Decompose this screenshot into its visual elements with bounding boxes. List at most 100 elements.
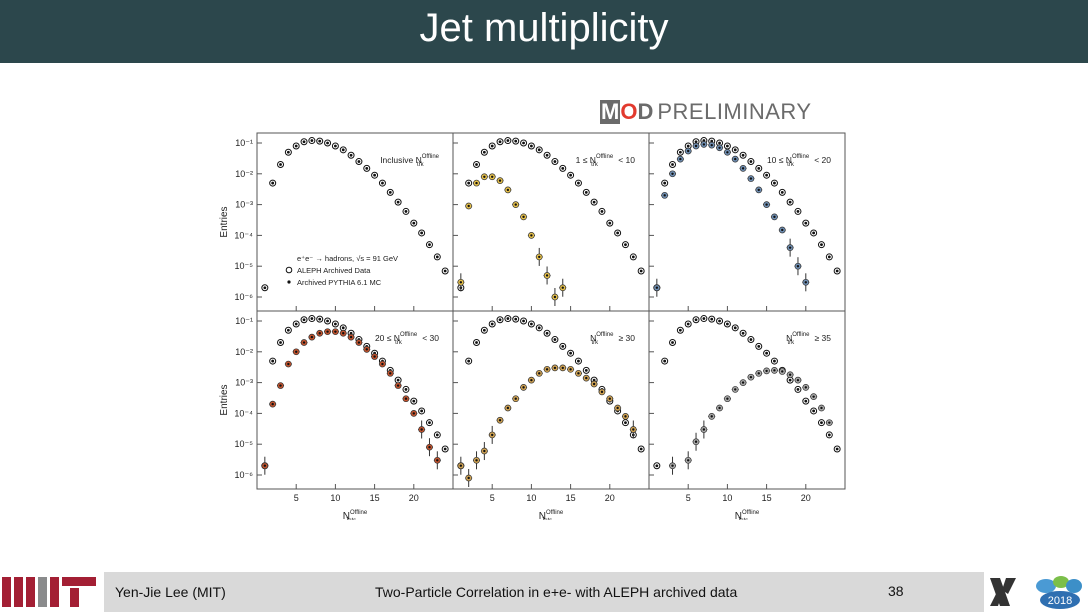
subset-mc-point xyxy=(295,350,298,353)
panel-label-main: 10 ≤ N xyxy=(767,155,792,165)
mc-point xyxy=(537,326,541,330)
subset-mc-point xyxy=(671,172,674,175)
y-axis-label: Entries xyxy=(219,384,230,415)
subset-mc-point xyxy=(561,286,564,289)
subset-mc-point xyxy=(302,341,306,344)
panel-label-sup: Offline xyxy=(792,154,810,160)
subset-mc-point xyxy=(459,464,463,467)
legend-title: e⁺e⁻ → hadrons, √s = 91 GeV xyxy=(297,254,398,263)
subset-mc-point xyxy=(781,370,784,373)
x-tick-label: 5 xyxy=(686,493,691,503)
x-tick-label: 20 xyxy=(409,493,419,503)
subset-mc-point xyxy=(491,175,494,178)
subset-mc-point xyxy=(585,376,588,380)
mod-logo-d: D xyxy=(637,99,654,124)
subset-mc-point xyxy=(600,390,604,394)
mc-point xyxy=(773,359,776,363)
panel-label-post: < 10 xyxy=(616,155,635,165)
mc-point xyxy=(820,243,823,247)
mc-point xyxy=(271,359,275,363)
mc-point xyxy=(420,231,424,235)
subset-mc-point xyxy=(616,406,619,410)
subset-mc-point xyxy=(459,281,463,284)
panel-label-sub: trk xyxy=(787,162,795,168)
mc-point xyxy=(294,144,298,148)
subset-mc-point xyxy=(491,433,494,437)
subset-mc-point xyxy=(498,419,502,422)
mc-point xyxy=(820,421,823,425)
subset-mc-point xyxy=(757,188,760,192)
subset-mc-point xyxy=(467,204,470,208)
mc-point xyxy=(796,388,800,391)
mc-point xyxy=(835,447,839,451)
subset-mc-point xyxy=(326,330,329,333)
mc-point xyxy=(349,153,353,157)
panel-label-post: ≥ 35 xyxy=(812,333,831,343)
mc-point xyxy=(263,286,267,290)
mc-point xyxy=(765,173,768,177)
panel-label: 20 ≤ NOffline trk < 30 xyxy=(375,332,439,346)
subset-mc-point xyxy=(773,215,776,219)
mc-point xyxy=(694,140,698,144)
mc-point xyxy=(443,269,447,273)
subset-mc-point xyxy=(710,143,713,147)
subset-mc-point xyxy=(592,382,596,386)
panel-label-post: ≥ 30 xyxy=(616,333,635,343)
mc-point xyxy=(608,221,612,225)
mc-point xyxy=(663,359,667,363)
subset-mc-point xyxy=(396,384,400,387)
panel-label-post: < 20 xyxy=(812,155,831,165)
subset-mc-point xyxy=(467,476,470,480)
x-axis-label-sub: Jets xyxy=(345,518,356,520)
subset-mc-point xyxy=(687,459,690,462)
mc-point xyxy=(710,317,714,321)
legend-data-label: ALEPH Archived Data xyxy=(297,266,371,275)
subset-mc-point xyxy=(522,215,525,219)
mc-point xyxy=(561,166,565,170)
mc-point xyxy=(334,144,337,148)
subset-mc-point xyxy=(530,378,533,382)
x-axis-label-main: N xyxy=(735,511,742,520)
mc-point xyxy=(569,173,572,177)
y-axis-label: Entries xyxy=(219,206,230,237)
mc-point xyxy=(553,160,557,163)
subset-mc-point xyxy=(287,362,290,366)
subset-mc-point xyxy=(373,355,376,358)
mc-point xyxy=(616,231,620,235)
mc-point xyxy=(318,317,322,321)
subset-mc-point xyxy=(334,330,337,333)
x-axis-label-main: N xyxy=(539,511,546,520)
y-tick-label: 10⁻³ xyxy=(235,200,253,210)
panel-label: 1 ≤ NOffline trk < 10 xyxy=(576,154,636,168)
x-tick-label: 10 xyxy=(722,493,732,503)
mc-point xyxy=(326,319,329,323)
mc-point xyxy=(655,464,659,468)
panel-frame-5 xyxy=(648,310,846,490)
x-tick-label: 10 xyxy=(526,493,536,503)
mc-point xyxy=(482,150,486,154)
panel-label: NOffline trk ≥ 35 xyxy=(786,332,831,346)
panel-label-main: 20 ≤ N xyxy=(375,333,400,343)
subset-mc-point xyxy=(820,406,823,410)
subset-mc-point xyxy=(349,335,353,339)
mc-point xyxy=(279,163,282,166)
mc-point xyxy=(835,269,839,273)
y-tick-label: 10⁻² xyxy=(235,169,253,179)
mc-point xyxy=(373,173,376,177)
mc-point xyxy=(435,433,439,437)
panel-label-sup: Offline xyxy=(422,154,440,160)
panel-label-sup: Offline xyxy=(596,332,614,338)
subset-mc-point xyxy=(553,295,557,299)
mc-point xyxy=(475,163,478,166)
x-axis-label: NOffline Jets xyxy=(735,510,760,520)
mc-point xyxy=(577,181,580,185)
mc-point xyxy=(396,200,400,204)
mc-point xyxy=(467,359,471,363)
mc-point xyxy=(286,328,290,332)
slide-title: Jet multiplicity xyxy=(419,6,669,50)
mc-point xyxy=(773,181,776,185)
mc-point xyxy=(749,338,753,341)
y-tick-label: 10⁻² xyxy=(235,347,253,357)
mc-point xyxy=(694,318,698,322)
